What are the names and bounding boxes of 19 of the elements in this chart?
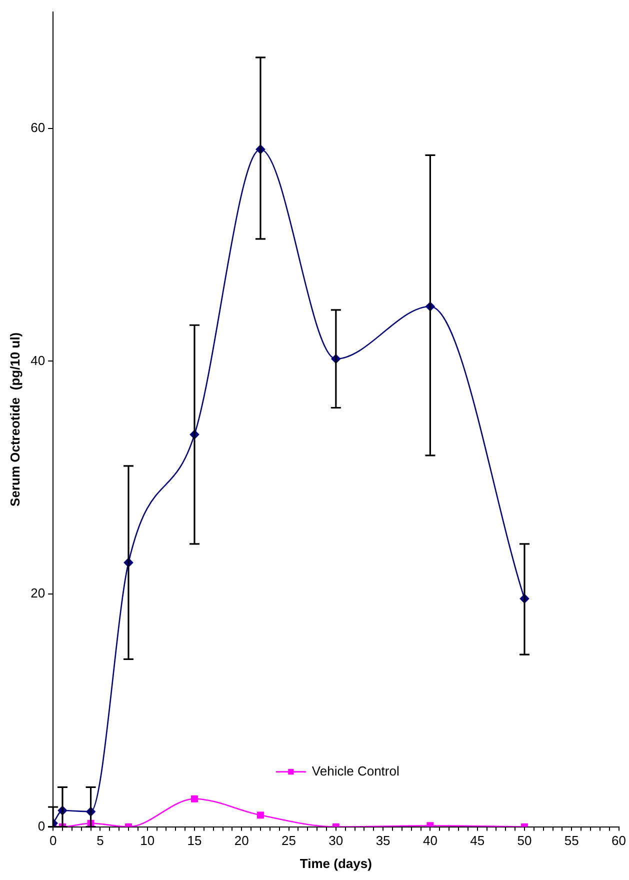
x-tick-label: 25	[282, 833, 296, 848]
x-tick-label: 20	[234, 833, 249, 848]
x-tick-label: 0	[49, 833, 57, 848]
x-tick-label: 10	[140, 833, 155, 848]
y-tick-label: 60	[30, 120, 46, 135]
y-tick-label: 20	[30, 586, 46, 601]
x-tick-label: 50	[517, 833, 532, 848]
x-tick-label: 15	[187, 833, 202, 848]
x-tick-label: 35	[376, 833, 390, 848]
x-tick-label: 55	[564, 833, 579, 848]
x-tick-label: 30	[328, 833, 344, 848]
x-tick-label: 40	[422, 833, 438, 848]
y-tick-label: 40	[30, 352, 46, 368]
x-tick-label: 5	[96, 833, 104, 848]
x-axis-title: Time (days)	[300, 856, 372, 871]
x-tick-label: 60	[612, 833, 626, 848]
y-axis-title: Serum Octreotide (pg/10 ul)	[7, 332, 22, 506]
x-tick-label: 45	[470, 833, 485, 848]
y-tick-label: 0	[38, 818, 46, 834]
